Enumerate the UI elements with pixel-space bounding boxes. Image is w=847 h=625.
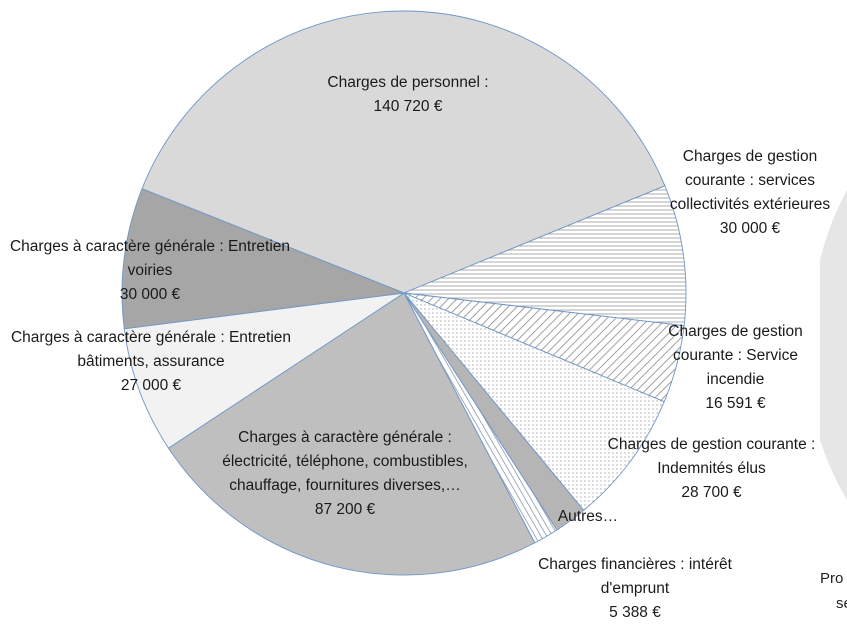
value-label: 30 000 € bbox=[719, 220, 781, 237]
category-name: Charges à caractère générale : électrici… bbox=[222, 429, 468, 494]
pie-slice bbox=[402, 185, 687, 327]
slice-label: Autres… bbox=[548, 505, 628, 529]
slice-label: Charges de personnel : 140 720 € bbox=[278, 71, 538, 119]
category-name: Charges de personnel : bbox=[327, 74, 489, 91]
category-name: Charges de gestion courante : services c… bbox=[669, 148, 831, 213]
value-label: 28 700 € bbox=[681, 484, 742, 501]
slice-label: Charges à caractère générale : Entretien… bbox=[5, 235, 295, 307]
slice-label: Charges de gestion courante : Service in… bbox=[648, 320, 823, 416]
category-name: Charges à caractère générale : Entretien… bbox=[9, 238, 291, 279]
slice-label: Charges de gestion courante : Indemnités… bbox=[574, 433, 847, 505]
category-name: Charges à caractère générale : Entretien… bbox=[10, 329, 292, 370]
pie-slice bbox=[403, 292, 665, 511]
clipped-text: Pro bbox=[820, 570, 844, 587]
value-label: 5 388 € bbox=[609, 604, 661, 621]
value-label: 87 200 € bbox=[314, 501, 376, 518]
value-label: 27 000 € bbox=[120, 377, 182, 394]
pie-slice bbox=[141, 10, 666, 294]
slice-label: Charges à caractère générale : Entretien… bbox=[5, 326, 297, 398]
slice-label: Charges à caractère générale : électrici… bbox=[205, 426, 485, 522]
pie-slice bbox=[167, 292, 536, 576]
value-label: 140 720 € bbox=[373, 98, 443, 115]
category-name: Charges financières : intérêt d'emprunt bbox=[538, 556, 732, 597]
pie-slice bbox=[123, 292, 405, 449]
pie-slice bbox=[121, 188, 406, 330]
clipped-text: se bbox=[836, 595, 847, 612]
clipped-chart bbox=[820, 190, 847, 500]
category-name: Charges de gestion courante : Service in… bbox=[668, 323, 803, 388]
category-name: Charges de gestion courante : Indemnités… bbox=[607, 436, 816, 477]
slice-label: Charges financières : intérêt d'emprunt 5… bbox=[530, 553, 740, 625]
slice-label: Charges de gestion courante : services c… bbox=[660, 145, 840, 241]
value-label: 30 000 € bbox=[119, 286, 181, 303]
value-label: 16 591 € bbox=[705, 395, 766, 412]
category-name: Autres… bbox=[557, 508, 619, 525]
